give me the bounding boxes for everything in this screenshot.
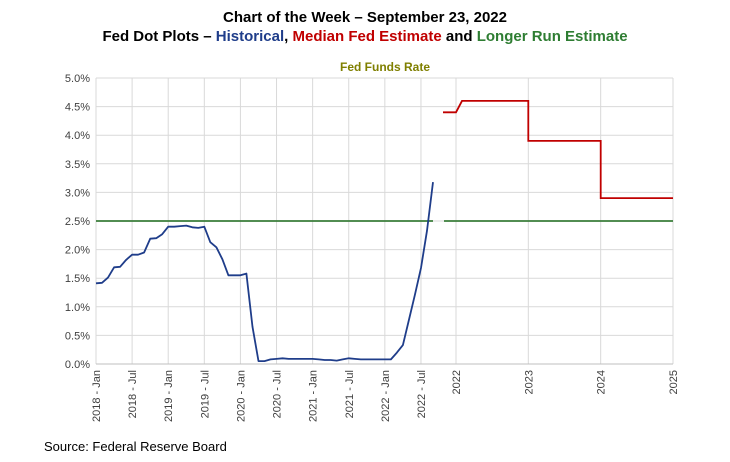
x-tick-label: 2019 - Jan bbox=[163, 370, 175, 422]
y-tick-label: 1.0% bbox=[65, 302, 90, 314]
x-tick-label: 2022 - Jan bbox=[380, 370, 392, 422]
y-tick-label: 4.0% bbox=[65, 130, 90, 142]
x-tick-label: 2021 - Jan bbox=[308, 370, 320, 422]
x-tick-label: 2025 bbox=[668, 370, 680, 394]
x-tick-label: 2018 - Jan bbox=[91, 370, 103, 422]
y-tick-label: 1.5% bbox=[65, 273, 90, 285]
y-axis: 0.0% 0.5% 1.0% 1.5% 2.0% 2.5% 3.0% 3.5% 4.0% 4.5%… bbox=[65, 73, 90, 371]
y-tick-label: 4.5% bbox=[65, 102, 90, 114]
x-tick-label: 2023 bbox=[523, 370, 535, 394]
x-tick-label: 2022 bbox=[451, 370, 463, 394]
series-line-median bbox=[443, 100, 673, 200]
plot-title: Fed Funds Rate bbox=[340, 60, 430, 74]
series-line-historical bbox=[95, 181, 434, 363]
y-tick-label: 0.5% bbox=[65, 330, 90, 342]
y-tick-label: 5.0% bbox=[65, 73, 90, 85]
x-tick-label: 2022 - Jul bbox=[416, 370, 428, 418]
series-group bbox=[95, 100, 673, 363]
y-tick-label: 3.0% bbox=[65, 187, 90, 199]
chart-subtitle: Fed Dot Plots – Historical, Median Fed E… bbox=[0, 27, 730, 46]
subtitle-separator: , bbox=[284, 28, 293, 45]
subtitle-median: Median Fed Estimate bbox=[292, 28, 442, 45]
x-tick-label: 2024 bbox=[596, 370, 608, 394]
x-tick-label: 2021 - Jul bbox=[344, 370, 356, 418]
x-tick-label: 2018 - Jul bbox=[127, 370, 139, 418]
source-note: Source: Federal Reserve Board bbox=[44, 439, 227, 454]
y-tick-label: 2.5% bbox=[65, 216, 90, 228]
subtitle-historical: Historical bbox=[215, 28, 285, 45]
subtitle-prefix: Fed Dot Plots – bbox=[102, 28, 216, 45]
chart-title-block: Chart of the Week – September 23, 2022 F… bbox=[0, 8, 730, 46]
subtitle-longer-run: Longer Run Estimate bbox=[476, 28, 628, 45]
y-tick-label: 0.0% bbox=[65, 359, 90, 371]
x-tick-label: 2020 - Jul bbox=[272, 370, 284, 418]
x-axis: 2018 - Jan 2018 - Jul 2019 - Jan 2019 - Jul… bbox=[91, 370, 680, 422]
y-tick-label: 3.5% bbox=[65, 159, 90, 171]
subtitle-and: and bbox=[441, 28, 477, 45]
x-tick-label: 2019 - Jul bbox=[199, 370, 211, 418]
y-tick-label: 2.0% bbox=[65, 245, 90, 257]
x-tick-label: 2020 - Jan bbox=[235, 370, 247, 422]
chart-title: Chart of the Week – September 23, 2022 bbox=[222, 9, 507, 26]
